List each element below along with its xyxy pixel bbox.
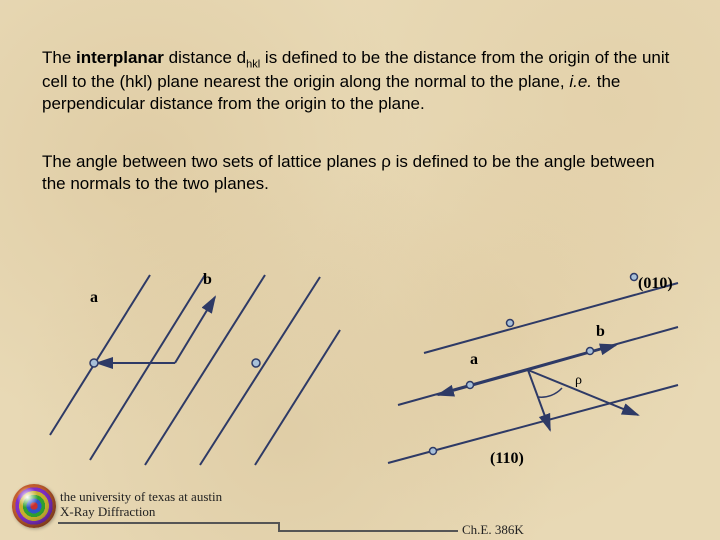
- footer-divider-3: [278, 530, 458, 532]
- p1-ital: i.e.: [569, 72, 592, 91]
- footer: the university of texas at austin X-Ray …: [12, 484, 708, 534]
- label-a-right: a: [470, 351, 478, 369]
- label-b-right: b: [596, 323, 605, 341]
- figures: a b (010) (110) b a ρ: [40, 265, 680, 475]
- label-110: (110): [490, 450, 524, 468]
- left-figure: [40, 265, 350, 475]
- p1-t1: The: [42, 48, 76, 67]
- footer-university: the university of texas at austin: [60, 490, 222, 505]
- paragraph-angle: The angle between two sets of lattice pl…: [42, 151, 678, 195]
- label-010: (010): [638, 275, 673, 293]
- p1-t2: distance d: [164, 48, 246, 67]
- footer-text: the university of texas at austin X-Ray …: [60, 490, 222, 520]
- p1-sub: hkl: [246, 58, 260, 70]
- label-a-left: a: [90, 289, 98, 307]
- label-rho: ρ: [575, 373, 582, 389]
- footer-divider-2: [278, 522, 280, 530]
- footer-course: Ch.E. 386K: [462, 522, 524, 538]
- logo-sphere-icon: [12, 484, 56, 528]
- footer-dept: X-Ray Diffraction: [60, 505, 222, 520]
- footer-divider-1: [58, 522, 278, 524]
- right-figure: [378, 265, 688, 473]
- p1-bold: interplanar: [76, 48, 164, 67]
- label-b-left: b: [203, 271, 212, 289]
- paragraph-interplanar: The interplanar distance dhkl is defined…: [42, 47, 678, 115]
